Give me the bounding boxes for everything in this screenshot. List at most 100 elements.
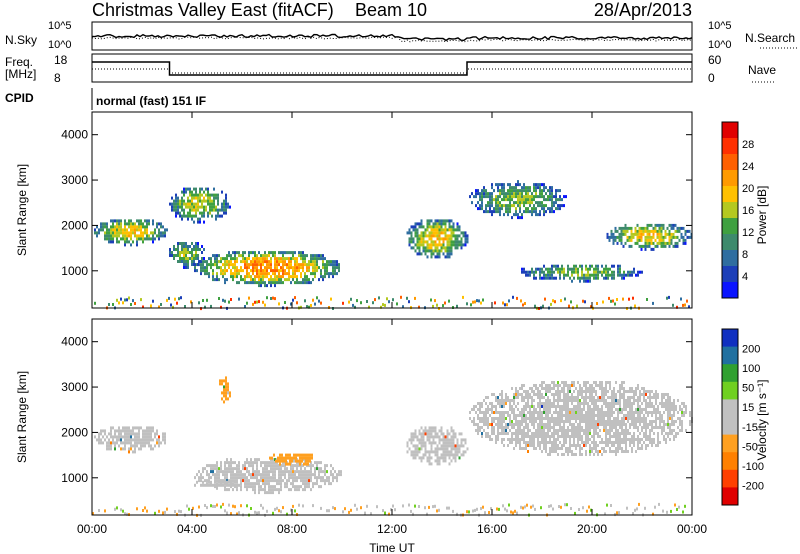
power-cell-2 — [306, 281, 308, 285]
velocity-cell-6 — [623, 435, 625, 438]
velocity-cell-6 — [579, 393, 581, 396]
velocity-cell-4 — [196, 480, 198, 484]
power-cell-4 — [432, 222, 435, 226]
velocity-cell-6 — [541, 435, 543, 438]
velocity-cell-2 — [252, 467, 254, 471]
power-cell-6 — [559, 273, 561, 277]
velocity-cell-0 — [146, 435, 148, 439]
velocity-cell-6 — [559, 393, 561, 396]
velocity-cell-6 — [667, 420, 669, 423]
velocity-cell-6 — [637, 411, 639, 414]
velocity-cell-6 — [631, 405, 633, 408]
velocity-cell-6 — [559, 417, 561, 420]
velocity-cell-6 — [577, 399, 579, 402]
velocity-cell-5 — [414, 432, 417, 436]
velocity-cell-2 — [288, 473, 290, 477]
velocity-cell-2 — [298, 473, 300, 477]
power-cell-2 — [200, 272, 202, 276]
velocity-cell-6 — [533, 447, 535, 450]
velocity-cell-6 — [549, 438, 551, 441]
velocity-cell-5 — [438, 435, 441, 439]
velocity-cell-6 — [653, 396, 655, 399]
power-cell-1 — [227, 205, 229, 209]
power-cell-6 — [557, 264, 559, 268]
power-cell-2 — [230, 257, 232, 261]
power-cell-2 — [288, 260, 290, 264]
velocity-cell-6 — [647, 414, 649, 417]
velocity-cell-6 — [545, 393, 547, 396]
power-cell-7 — [674, 244, 677, 248]
power-cell-1 — [191, 190, 193, 194]
velocity-cell-6 — [623, 450, 625, 453]
velocity-cell-6 — [615, 399, 617, 402]
power-cell-4 — [456, 225, 459, 229]
power-cell-7 — [682, 241, 685, 245]
power-colorbar-segment-10 — [722, 282, 738, 299]
velocity-cell-0 — [124, 444, 126, 448]
power-cell-2 — [242, 251, 244, 255]
velocity-cell-6 — [495, 441, 497, 444]
power-cell-2 — [306, 263, 308, 267]
power-cell-7 — [670, 235, 673, 239]
velocity-cell-6 — [661, 417, 663, 420]
velocity-cell-6 — [515, 444, 517, 447]
velocity-cell-6 — [481, 435, 483, 438]
velocity-cell-2 — [310, 479, 312, 483]
velocity-cell-6 — [527, 435, 529, 438]
velocity-cell-5 — [450, 459, 453, 463]
power-cell-5 — [561, 198, 563, 202]
power-ground-scatter-cell — [374, 298, 376, 302]
velocity-cell-6 — [577, 423, 579, 426]
power-cell-5 — [551, 189, 553, 193]
velocity-cell-6 — [645, 432, 647, 435]
power-cell-4 — [420, 237, 423, 241]
velocity-cell-6 — [511, 426, 513, 429]
velocity-cell-6 — [631, 411, 633, 414]
power-cell-7 — [656, 235, 659, 239]
velocity-cell-2 — [216, 473, 218, 477]
power-cell-2 — [284, 272, 286, 276]
power-cell-6 — [565, 273, 567, 277]
power-cell-7 — [682, 226, 685, 230]
velocity-cell-6 — [559, 399, 561, 402]
power-cell-1 — [201, 205, 203, 209]
velocity-cell-6 — [513, 423, 515, 426]
velocity-cell-6 — [625, 438, 627, 441]
power-cell-5 — [557, 189, 559, 193]
velocity-cell-6 — [615, 420, 617, 423]
velocity-cell-6 — [555, 447, 557, 450]
velocity-cell-6 — [497, 432, 499, 435]
velocity-cell-6 — [651, 402, 653, 405]
velocity-cell-2 — [228, 467, 230, 471]
velocity-cell-3 — [305, 456, 307, 460]
power-cell-7 — [664, 229, 667, 233]
power-cell-0 — [130, 237, 132, 241]
velocity-cell-6 — [677, 399, 679, 402]
power-colorbar-tick-1: 24 — [742, 161, 754, 173]
velocity-cell-6 — [631, 408, 633, 411]
velocity-cell-6 — [523, 432, 525, 435]
velocity-cell-2 — [232, 482, 234, 486]
velocity-cell-0 — [150, 429, 152, 433]
power-cell-7 — [640, 244, 643, 248]
noise-tick-high-right: 10^5 — [708, 20, 732, 32]
velocity-cell-6 — [537, 444, 539, 447]
velocity-cell-6 — [533, 384, 535, 387]
power-ground-scatter-cell — [516, 296, 518, 300]
power-cell-1 — [209, 208, 211, 212]
velocity-cell-5 — [462, 438, 465, 442]
velocity-cell-6 — [525, 441, 527, 444]
velocity-cell-2 — [232, 461, 234, 465]
velocity-cell-6 — [601, 414, 603, 417]
power-cell-0 — [120, 228, 122, 232]
velocity-ground-scatter-cell — [490, 507, 492, 511]
power-cell-4 — [430, 246, 433, 250]
power-ground-scatter-cell — [614, 302, 616, 306]
velocity-ground-scatter-cell — [142, 509, 144, 512]
velocity-cell-6 — [571, 417, 573, 420]
power-cell-5 — [481, 201, 483, 205]
power-cell-4 — [438, 231, 441, 235]
power-cell-2 — [258, 275, 260, 279]
power-cell-5 — [471, 201, 473, 205]
velocity-cell-6 — [569, 423, 571, 426]
